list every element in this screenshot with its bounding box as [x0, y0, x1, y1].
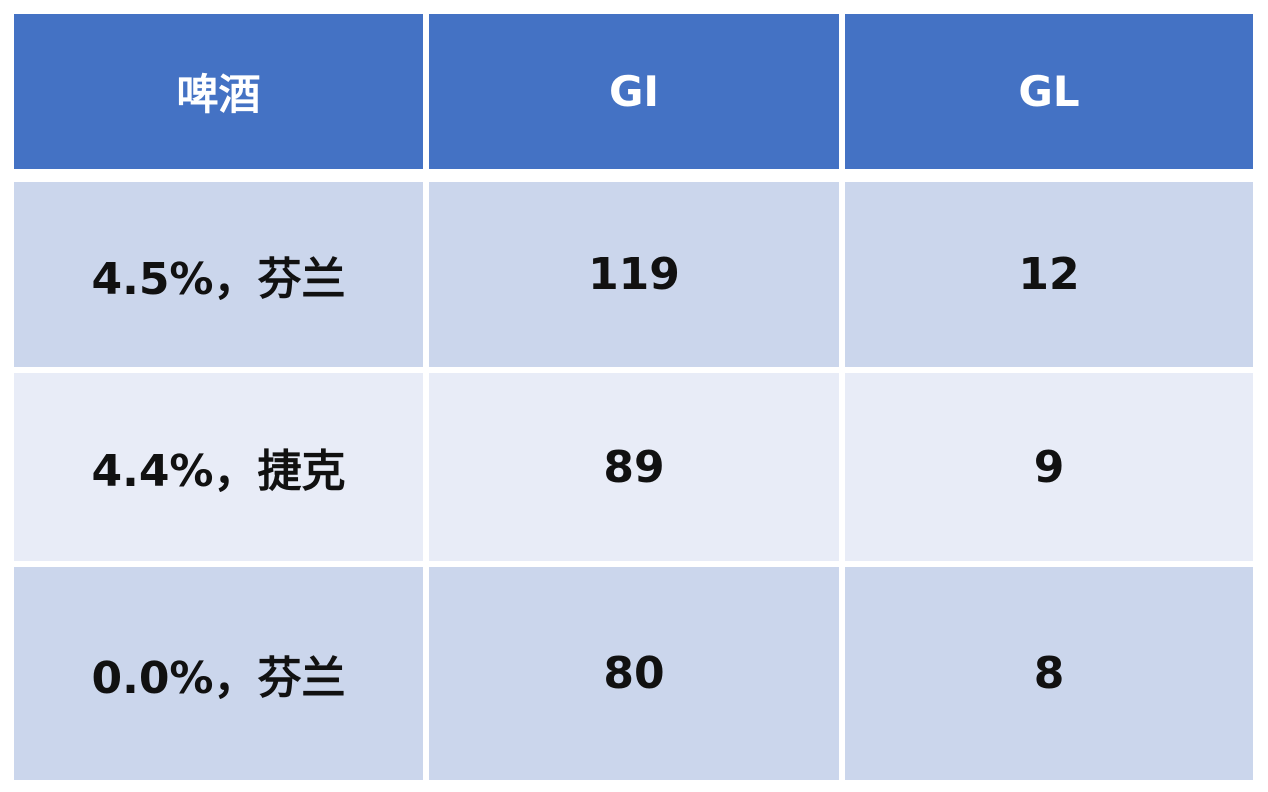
- table-cell-gi: 89: [429, 373, 839, 561]
- table-cell-gl: 9: [845, 373, 1253, 561]
- table-cell-gi: 119: [429, 182, 839, 367]
- table-cell-beer: 0.0%，芬兰: [14, 567, 423, 780]
- table-cell-beer: 4.5%，芬兰: [14, 182, 423, 367]
- header-gi: GI: [429, 14, 839, 169]
- table-cell-gl: 8: [845, 567, 1253, 780]
- table-cell-beer: 4.4%，捷克: [14, 373, 423, 561]
- header-beer: 啤酒: [14, 14, 423, 169]
- table-cell-gi: 80: [429, 567, 839, 780]
- header-gl: GL: [845, 14, 1253, 169]
- table-cell-gl: 12: [845, 182, 1253, 367]
